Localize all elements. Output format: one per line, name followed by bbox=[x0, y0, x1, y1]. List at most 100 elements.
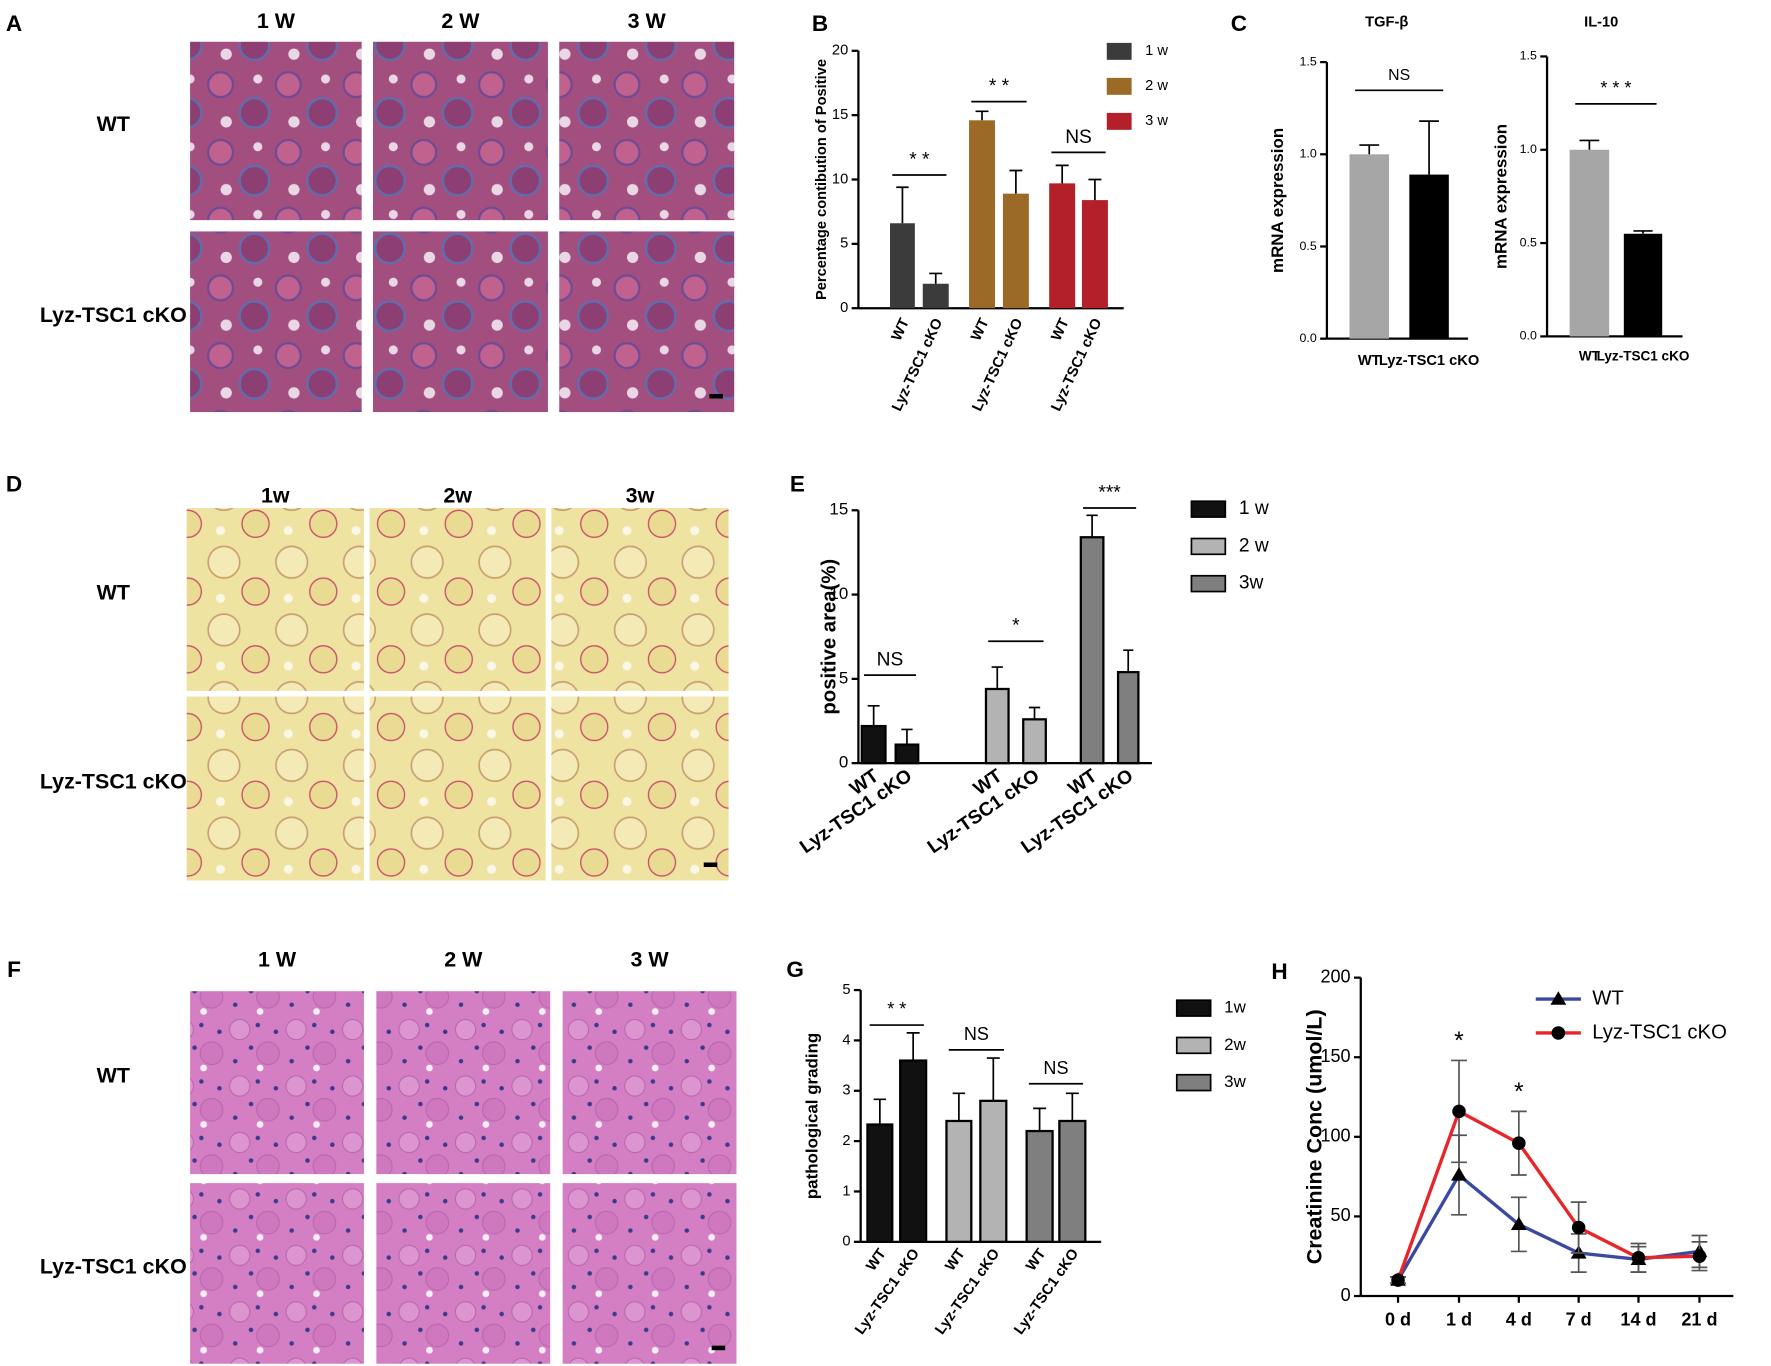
column-label: 2 W bbox=[441, 9, 480, 33]
x-tick-label: 7 d bbox=[1566, 1310, 1592, 1330]
marker bbox=[1452, 1104, 1466, 1119]
marker bbox=[1451, 1167, 1467, 1181]
error-bar bbox=[1579, 139, 1600, 150]
micrograph bbox=[190, 1183, 364, 1364]
scale-bar bbox=[711, 1345, 726, 1351]
legend-label: 3w bbox=[1224, 1072, 1246, 1091]
bar bbox=[1002, 193, 1029, 309]
legend-label: 3w bbox=[1239, 573, 1264, 594]
column-label: 1 W bbox=[257, 9, 296, 33]
error-bar bbox=[867, 704, 880, 727]
error-bar bbox=[1009, 169, 1023, 194]
y-tick-label: 10 bbox=[832, 171, 848, 187]
error-bar bbox=[1055, 164, 1069, 184]
x-tick-label: WT bbox=[943, 1246, 969, 1274]
y-tick-label: 3 bbox=[842, 1083, 850, 1099]
x-tick-label: WT bbox=[864, 1246, 890, 1274]
micrograph bbox=[562, 991, 737, 1175]
y-tick-label: 0.0 bbox=[1299, 331, 1316, 345]
significance-label: * * bbox=[887, 999, 906, 1019]
x-tick-label: Lyz-TSC1 cKO bbox=[1379, 353, 1479, 369]
error-bar bbox=[1086, 514, 1098, 538]
bar bbox=[890, 223, 915, 309]
micrograph bbox=[376, 1183, 551, 1364]
bar bbox=[899, 1059, 928, 1243]
error-bar bbox=[991, 666, 1003, 689]
row-label: WT bbox=[97, 112, 130, 136]
micrograph bbox=[186, 508, 364, 691]
error-bar bbox=[1033, 1107, 1047, 1132]
y-axis-label: Creatinine Conc (umol/L) bbox=[1302, 1009, 1326, 1264]
y-tick-label: 1.5 bbox=[1299, 54, 1316, 68]
error-bar bbox=[901, 728, 913, 745]
row-label: WT bbox=[97, 1064, 130, 1088]
marker bbox=[1512, 1136, 1526, 1150]
legend-label: 2 w bbox=[1145, 78, 1168, 94]
bar bbox=[1623, 233, 1663, 337]
y-tick-label: 0.5 bbox=[1520, 235, 1537, 249]
y-tick-label: 0 bbox=[1341, 1285, 1351, 1305]
micrograph bbox=[559, 41, 735, 221]
marker bbox=[1571, 1220, 1586, 1235]
y-tick-label: 1 bbox=[842, 1183, 850, 1199]
significance-label: NS bbox=[964, 1024, 989, 1044]
significance-label: * * * bbox=[1600, 78, 1631, 98]
bar bbox=[1349, 154, 1390, 339]
micrograph bbox=[372, 41, 548, 221]
y-tick-label: 15 bbox=[829, 500, 848, 519]
micrograph bbox=[369, 696, 546, 881]
panel-letter: H bbox=[1271, 959, 1287, 984]
significance-label: NS bbox=[877, 649, 904, 670]
y-tick-label: 5 bbox=[840, 236, 848, 252]
marker bbox=[1692, 1249, 1707, 1263]
row-label: Lyz-TSC1 cKO bbox=[40, 770, 187, 794]
y-axis-label: mRNA expression bbox=[1268, 128, 1287, 273]
column-label: 2w bbox=[443, 483, 472, 507]
panel-letter: A bbox=[6, 11, 22, 36]
legend-label: 3 w bbox=[1145, 113, 1168, 129]
micrograph bbox=[551, 508, 729, 691]
legend-marker bbox=[1551, 1026, 1566, 1040]
legend-label: 1w bbox=[1224, 998, 1246, 1017]
bar bbox=[984, 687, 1010, 765]
x-tick-label: WT bbox=[889, 316, 913, 343]
bar bbox=[1049, 183, 1076, 309]
error-bar bbox=[1359, 144, 1380, 155]
legend-swatch bbox=[1175, 999, 1212, 1017]
line bbox=[1396, 1172, 1700, 1281]
line bbox=[1396, 1108, 1700, 1281]
error-bar bbox=[896, 186, 909, 224]
legend-label: Lyz-TSC1 cKO bbox=[1592, 1021, 1727, 1043]
legend-label: WT bbox=[1592, 987, 1624, 1009]
y-tick-label: 200 bbox=[1320, 966, 1350, 986]
bar bbox=[922, 283, 949, 309]
row-label: Lyz-TSC1 cKO bbox=[40, 303, 187, 327]
panel-letter: G bbox=[786, 957, 804, 982]
column-label: 3 W bbox=[628, 9, 667, 33]
panel-letter: C bbox=[1231, 11, 1247, 36]
error-bar bbox=[975, 110, 989, 121]
x-tick-label: WT bbox=[1049, 316, 1073, 343]
significance-label: * * bbox=[989, 76, 1010, 97]
y-tick-label: 4 bbox=[842, 1032, 850, 1048]
bar bbox=[894, 743, 920, 765]
row-label: WT bbox=[97, 580, 130, 604]
legend-label: 2 w bbox=[1239, 535, 1269, 556]
y-tick-label: 150 bbox=[1320, 1046, 1350, 1066]
y-tick-label: 0.5 bbox=[1299, 239, 1316, 253]
column-label: 3w bbox=[626, 483, 655, 507]
bar bbox=[866, 1123, 894, 1243]
x-tick-label: Lyz-TSC1 cKO bbox=[1011, 1246, 1082, 1337]
x-tick-label: WT bbox=[968, 316, 992, 343]
legend-swatch bbox=[1175, 1036, 1212, 1055]
legend-swatch bbox=[1106, 112, 1132, 130]
y-axis-label: pathological grading bbox=[803, 1033, 822, 1199]
x-tick-label: 14 d bbox=[1620, 1310, 1656, 1330]
micrograph bbox=[186, 696, 364, 881]
y-tick-label: 0 bbox=[839, 753, 848, 772]
column-label: 3 W bbox=[630, 947, 669, 971]
y-tick-label: 5 bbox=[842, 982, 850, 998]
legend-label: 1 w bbox=[1239, 498, 1269, 519]
scale-bar bbox=[709, 393, 723, 399]
